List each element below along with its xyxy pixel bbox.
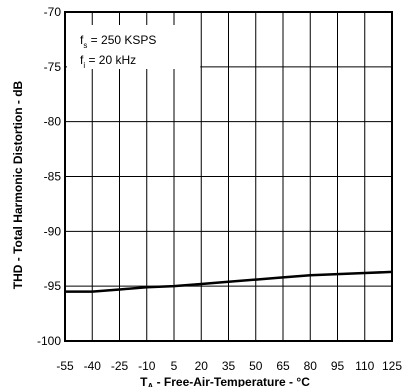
x-tick-label: 125 <box>382 359 402 373</box>
y-tick-label: -100 <box>37 334 61 348</box>
x-tick-label: 35 <box>222 359 236 373</box>
tick-labels: -55 -40 -25 -10 5 20 35 50 65 80 95 110 125 -70 -75 -80… <box>37 5 402 373</box>
x-tick-label: 110 <box>355 359 374 373</box>
x-tick-label: 20 <box>195 359 209 373</box>
annotation-background <box>67 25 201 69</box>
annotation-input-frequency: fi = 20 kHz <box>80 53 136 70</box>
annotation-sampling-rate: fs = 250 KSPS <box>80 33 156 50</box>
thd-series-line <box>65 270 393 293</box>
x-tick-label: 50 <box>249 359 263 373</box>
x-tick-label: 65 <box>276 359 290 373</box>
y-tick-label: -80 <box>44 115 62 129</box>
x-axis-title: TA - Free-Air-Temperature - °C <box>140 375 310 387</box>
x-tick-label: -25 <box>111 359 129 373</box>
x-tick-label: -10 <box>138 359 156 373</box>
y-tick-label: -90 <box>44 224 62 238</box>
plot-frame <box>64 11 393 342</box>
x-tick-label: 5 <box>171 359 178 373</box>
x-tick-label: 80 <box>304 359 318 373</box>
y-tick-label: -75 <box>44 60 62 74</box>
grid-layer <box>65 12 392 341</box>
y-tick-label: -95 <box>44 279 62 293</box>
x-tick-label: 95 <box>331 359 345 373</box>
x-tick-label: -55 <box>56 359 74 373</box>
y-axis-title: THD - Total Harmonic Distortion - dB <box>11 80 25 289</box>
y-tick-label: -70 <box>44 5 62 19</box>
series-layer <box>65 270 393 293</box>
y-tick-label: -85 <box>44 170 62 184</box>
x-tick-label: -40 <box>84 359 102 373</box>
annotation-box: fs = 250 KSPS fi = 20 kHz <box>80 33 156 70</box>
